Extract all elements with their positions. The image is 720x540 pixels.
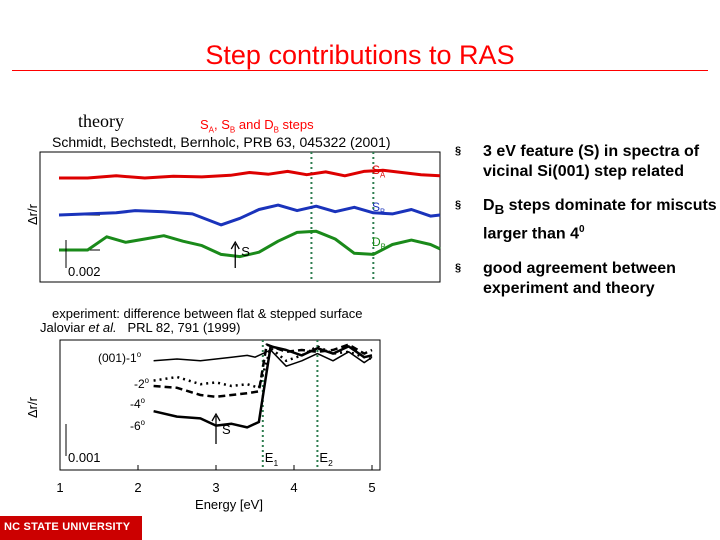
theory-series-line [59, 229, 441, 259]
theory-scale-label: 0.002 [68, 264, 101, 279]
bullet-marker: § [455, 145, 462, 157]
experiment-x-tick-label: 5 [368, 480, 375, 495]
experiment-x-tick-label: 2 [134, 480, 141, 495]
experiment-frame [59, 339, 381, 471]
bullet-marker: § [455, 261, 462, 274]
theory-s-arrowhead [230, 240, 240, 250]
bullet-item: § good agreement between experiment and t… [455, 259, 717, 299]
bullet-marker: § [455, 199, 462, 211]
bullet-text: 3 eV feature (S) in spectra of vicinal S… [483, 143, 700, 180]
theory-series-line [59, 168, 441, 180]
slide-title: Step contributions to RAS [205, 40, 515, 70]
bullet-text: good agreement between experiment and th… [483, 259, 676, 297]
theory-label: theory [78, 111, 124, 131]
bullet-item: § 3 eV feature (S) in spectra of vicinal … [455, 142, 717, 182]
experiment-x-tick-label: 4 [290, 480, 297, 495]
bullet-item: § DB steps dominate for miscuts larger th… [455, 196, 717, 245]
experiment-caption: experiment: difference between flat & st… [52, 306, 363, 321]
experiment-series-label: -2o [134, 376, 150, 391]
university-logo-text: NC STATE UNIVERSITY [4, 521, 131, 533]
theory-reference: Schmidt, Bechstedt, Bernholc, PRB 63, 04… [52, 134, 391, 150]
title-underline [12, 70, 708, 71]
steps-caption: SA, SB and DB steps [200, 117, 314, 135]
theory-series-line [58, 203, 441, 227]
experiment-scale-label: 0.001 [68, 450, 101, 465]
experiment-series-line [153, 343, 373, 399]
experiment-x-tick-label: 3 [212, 480, 219, 495]
theory-y-axis-label: Δr/r [25, 203, 40, 225]
experiment-y-axis-label: Δr/r [25, 396, 40, 418]
university-logo [0, 516, 142, 540]
experiment-series-label: (001)-1o [98, 350, 142, 365]
experiment-e1-annotation: E1 [265, 450, 279, 468]
experiment-chart: Δr/r (001)-1o -2o -4o -6o S E1 E2 0.001 1 2 3 4 5 Ener… [25, 339, 381, 512]
experiment-e2-annotation: E2 [319, 450, 333, 468]
experiment-series-label: -4o [130, 396, 146, 411]
experiment-series-label: -6o [130, 418, 146, 433]
theory-frame [39, 151, 441, 283]
bullet-list: § 3 eV feature (S) in spectra of vicinal … [455, 142, 717, 313]
experiment-x-tick-label: 1 [56, 480, 63, 495]
theory-s-annotation: S [241, 244, 250, 259]
experiment-s-annotation: S [222, 422, 231, 437]
theory-series-label: DB [372, 235, 386, 252]
experiment-reference: Jaloviar et al. PRL 82, 791 (1999) [40, 320, 241, 335]
experiment-x-axis-label: Energy [eV] [195, 497, 263, 512]
experiment-series-line [153, 345, 373, 429]
bullet-text: DB steps dominate for miscuts larger tha… [483, 197, 717, 243]
experiment-s-arrowhead [211, 412, 221, 422]
